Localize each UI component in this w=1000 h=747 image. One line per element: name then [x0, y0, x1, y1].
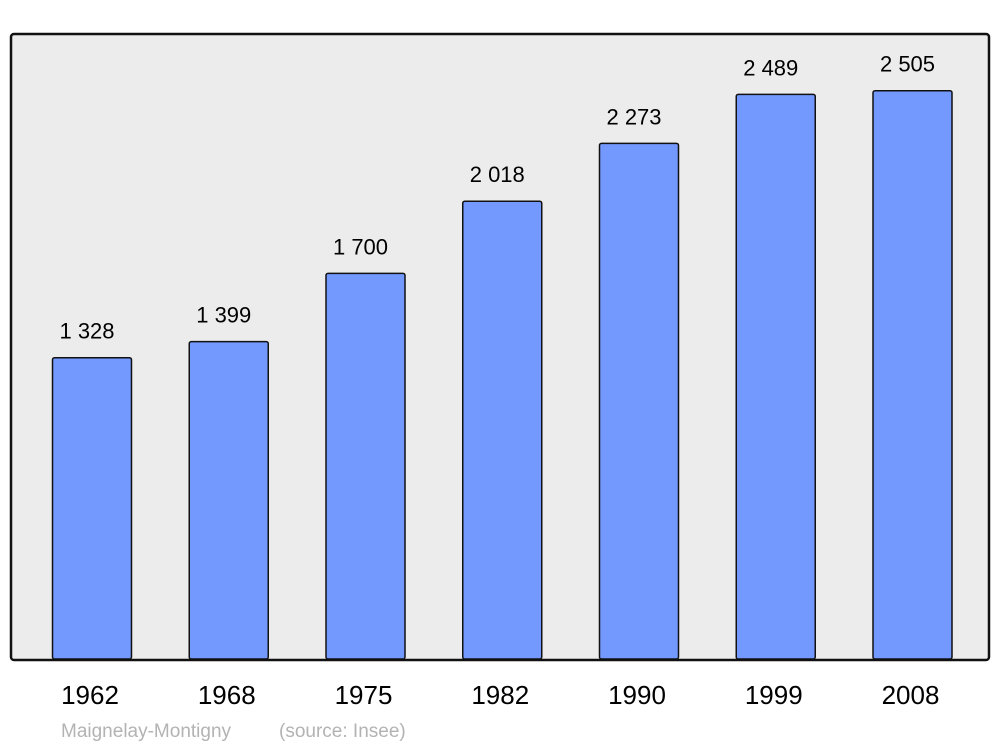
bar-1962: [51, 356, 133, 660]
x-tick-label-1982: 1982: [471, 680, 529, 710]
footer-source: (source: Insee): [279, 721, 406, 742]
bar-1982: [462, 200, 543, 660]
x-tick-label-1999: 1999: [745, 680, 803, 710]
bar-1990: [598, 142, 680, 660]
bar-1968: [188, 340, 269, 660]
x-tick-label-1990: 1990: [608, 680, 666, 710]
value-label-2008: 2 505: [880, 52, 935, 77]
footer-place: Maignelay-Montigny: [61, 721, 232, 742]
x-tick-label-1968: 1968: [198, 680, 256, 710]
x-tick-label-1962: 1962: [61, 680, 119, 710]
value-label-1962: 1 328: [59, 319, 114, 344]
x-tick-label-1975: 1975: [335, 680, 393, 710]
value-label-1975: 1 700: [333, 234, 388, 259]
bar-2008: [872, 89, 953, 660]
value-label-1999: 2 489: [743, 55, 798, 80]
bar-1975: [325, 272, 406, 660]
value-label-1968: 1 399: [196, 303, 251, 328]
value-label-1990: 2 273: [606, 104, 661, 129]
bar-1999: [735, 93, 816, 660]
value-label-1982: 2 018: [470, 162, 525, 187]
x-tick-label-2008: 2008: [882, 680, 940, 710]
